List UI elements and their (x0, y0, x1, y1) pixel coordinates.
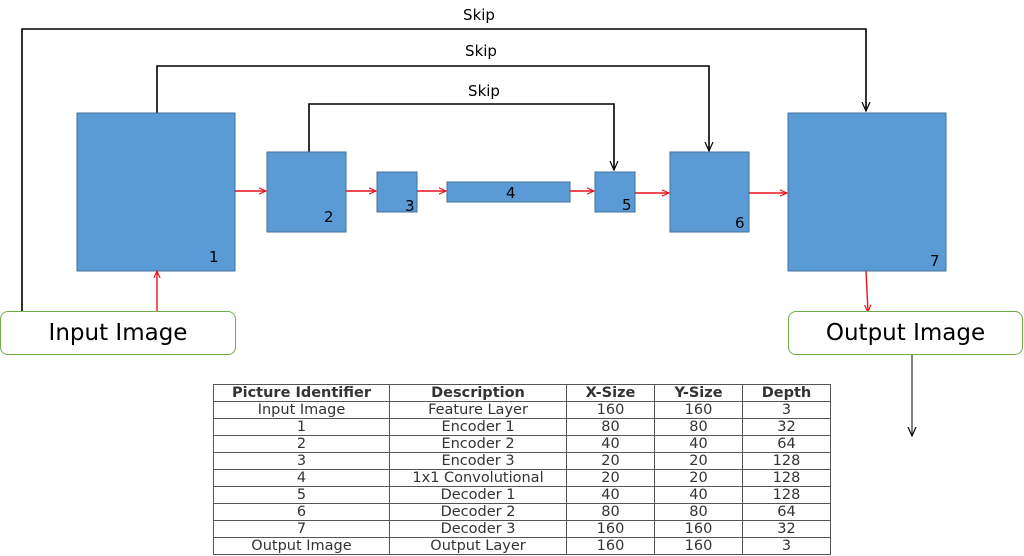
table-cell: 40 (566, 435, 655, 453)
block-5-label: 5 (622, 196, 632, 214)
table-row: 3 Encoder 3 20 20 128 (213, 452, 831, 470)
table-cell: 40 (654, 435, 743, 453)
table-cell: Encoder 3 (389, 452, 567, 470)
table-cell: 5 (213, 486, 390, 504)
table-row: Input Image Feature Layer 160 160 3 (213, 401, 831, 419)
table-cell: 3 (213, 452, 390, 470)
table-cell: 3 (742, 537, 831, 555)
table-cell: Decoder 1 (389, 486, 567, 504)
table-cell: Output Layer (389, 537, 567, 555)
block-3-label: 3 (405, 197, 415, 215)
block-1 (76, 112, 236, 272)
table-header-cell: Y-Size (654, 384, 743, 402)
table-row: Output Image Output Layer 160 160 3 (213, 537, 831, 555)
table-cell: 64 (742, 503, 831, 521)
table-cell: 32 (742, 418, 831, 436)
table-cell: 1x1 Convolutional (389, 469, 567, 487)
input-image-label: Input Image (48, 320, 188, 346)
table-body: Input Image Feature Layer 160 160 3 1 Encoder … (213, 401, 831, 555)
table-cell: 3 (742, 401, 831, 419)
table-cell: 160 (566, 537, 655, 555)
layer-spec-table: Picture Identifier Description X-Size Y-… (213, 384, 831, 555)
output-image-label: Output Image (825, 320, 986, 346)
block-3 (376, 171, 418, 213)
table-cell: 40 (654, 486, 743, 504)
table-cell: 160 (566, 401, 655, 419)
table-cell: 1 (213, 418, 390, 436)
block-6-label: 6 (735, 214, 745, 232)
table-cell: 2 (213, 435, 390, 453)
table-cell: 40 (566, 486, 655, 504)
table-cell: 64 (742, 435, 831, 453)
table-cell: 20 (654, 469, 743, 487)
table-cell: Encoder 1 (389, 418, 567, 436)
table-header-cell: Picture Identifier (213, 384, 390, 402)
table-cell: 7 (213, 520, 390, 538)
block-5 (594, 171, 636, 213)
table-header-cell: X-Size (566, 384, 655, 402)
table-cell: 80 (566, 418, 655, 436)
block-6 (669, 151, 750, 233)
table-header-cell: Depth (742, 384, 831, 402)
table-header-cell: Description (389, 384, 567, 402)
arrow-7-to-output (866, 270, 868, 312)
skip-line-middle (156, 65, 709, 151)
table-cell: 80 (566, 503, 655, 521)
block-2 (266, 151, 347, 233)
skip-label-outer: Skip (463, 6, 495, 24)
skip-line-outer (21, 28, 866, 311)
block-4-label: 4 (506, 184, 516, 202)
skip-line-inner (308, 103, 614, 170)
block-4 (446, 181, 571, 203)
table-cell: 4 (213, 469, 390, 487)
output-image-box: Output Image (788, 311, 1023, 355)
table-cell: 32 (742, 520, 831, 538)
table-cell: 20 (566, 452, 655, 470)
table-header-row: Picture Identifier Description X-Size Y-… (213, 384, 831, 402)
table-cell: Decoder 2 (389, 503, 567, 521)
block-7 (787, 112, 947, 272)
table-cell: 160 (566, 520, 655, 538)
table-cell: 6 (213, 503, 390, 521)
table-cell: 128 (742, 469, 831, 487)
table-row: 1 Encoder 1 80 80 32 (213, 418, 831, 436)
table-row: 7 Decoder 3 160 160 32 (213, 520, 831, 538)
skip-label-middle: Skip (465, 42, 497, 60)
table-cell: 20 (566, 469, 655, 487)
table-cell: 80 (654, 418, 743, 436)
table-cell: Output Image (213, 537, 390, 555)
table-cell: Feature Layer (389, 401, 567, 419)
table-cell: Input Image (213, 401, 390, 419)
table-cell: 80 (654, 503, 743, 521)
table-cell: 160 (654, 401, 743, 419)
block-2-label: 2 (324, 208, 334, 226)
input-image-box: Input Image (0, 311, 236, 355)
table-row: 5 Decoder 1 40 40 128 (213, 486, 831, 504)
table-cell: 160 (654, 520, 743, 538)
table-row: 4 1x1 Convolutional 20 20 128 (213, 469, 831, 487)
table-cell: Encoder 2 (389, 435, 567, 453)
block-7-label: 7 (930, 252, 940, 270)
table-cell: Decoder 3 (389, 520, 567, 538)
skip-label-inner: Skip (468, 82, 500, 100)
table-row: 2 Encoder 2 40 40 64 (213, 435, 831, 453)
table-cell: 128 (742, 486, 831, 504)
block-1-label: 1 (209, 248, 219, 266)
table-row: 6 Decoder 2 80 80 64 (213, 503, 831, 521)
table-cell: 160 (654, 537, 743, 555)
table-cell: 128 (742, 452, 831, 470)
table-cell: 20 (654, 452, 743, 470)
